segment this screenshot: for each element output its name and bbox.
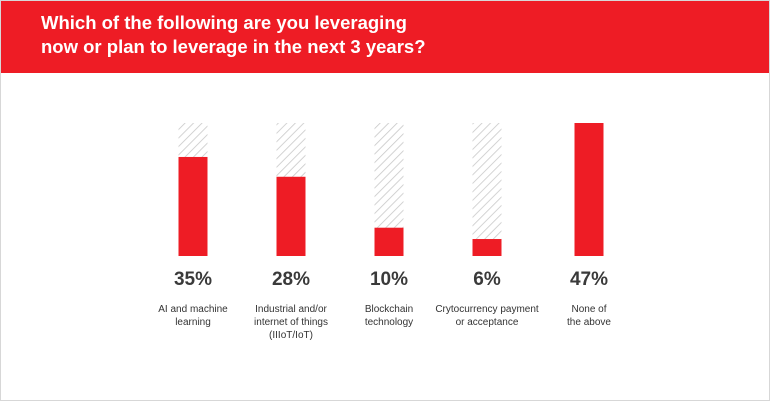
value-label: 6% — [473, 269, 501, 290]
bar — [574, 123, 604, 256]
value-label: 10% — [370, 269, 408, 290]
category-label: None of the above — [567, 304, 611, 328]
bar — [276, 176, 306, 256]
category-label: Crytocurrency payment or acceptance — [435, 304, 539, 328]
title-banner: Which of the following are you leveragin… — [1, 1, 769, 73]
value-label: 28% — [272, 269, 310, 290]
bar — [374, 227, 404, 256]
bar — [178, 156, 208, 256]
value-label: 35% — [174, 269, 212, 290]
value-label: 47% — [570, 269, 608, 290]
chart-title: Which of the following are you leveragin… — [41, 12, 426, 57]
category-label: Blockchain technology — [365, 304, 413, 328]
bar — [472, 239, 502, 256]
category-label: AI and machine learning — [158, 304, 228, 328]
category-label: Industrial and/or internet of things (IIIo… — [254, 304, 328, 341]
bar-track — [472, 123, 502, 256]
